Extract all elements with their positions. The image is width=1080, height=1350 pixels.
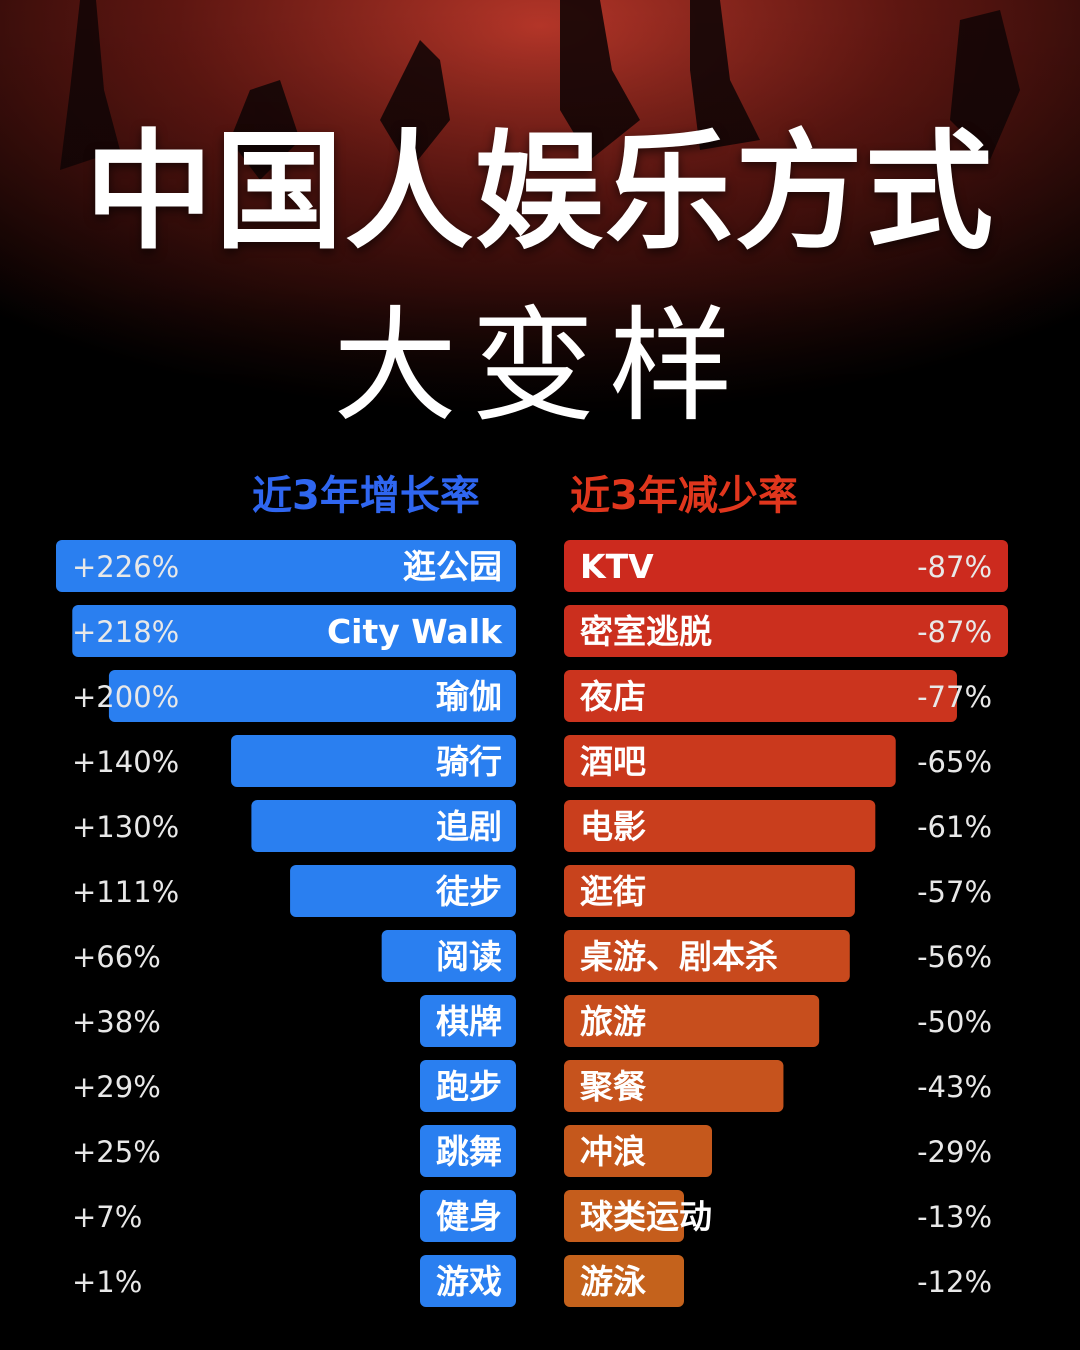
page-subtitle: 大变样 (332, 295, 747, 439)
decline-category-label: 球类运动 (580, 1197, 712, 1236)
decline-category-label: 游泳 (580, 1262, 646, 1301)
growth-value-label: +200% (72, 680, 179, 714)
growth-chart-title: 近3年增长率 (252, 473, 480, 519)
decline-bar (564, 540, 1008, 592)
growth-bar (420, 1060, 516, 1112)
decline-chart-title: 近3年减少率 (570, 473, 798, 519)
decline-category-label: 夜店 (579, 677, 646, 716)
growth-value-label: +1% (72, 1265, 142, 1299)
growth-value-label: +29% (72, 1070, 161, 1104)
decline-value-label: -87% (917, 550, 992, 584)
decline-value-label: -87% (917, 615, 992, 649)
decline-value-label: -13% (917, 1200, 992, 1234)
decline-value-label: -77% (917, 680, 992, 714)
decline-value-label: -12% (917, 1265, 992, 1299)
decline-bar (564, 670, 957, 722)
decline-category-label: 桌游、剧本杀 (580, 937, 778, 976)
decline-value-label: -65% (917, 745, 992, 779)
concert-crowd-background (0, 0, 1080, 520)
growth-category-label: 追剧 (436, 807, 502, 846)
decline-value-label: -29% (917, 1135, 992, 1169)
decline-bar (564, 865, 855, 917)
decline-category-label: 密室逃脱 (580, 612, 712, 651)
growth-value-label: +226% (72, 550, 179, 584)
decline-category-label: 电影 (580, 807, 646, 846)
decline-bar (564, 1060, 784, 1112)
growth-value-label: +7% (72, 1200, 142, 1234)
decline-value-label: -50% (917, 1005, 992, 1039)
growth-category-label: 健身 (436, 1197, 502, 1236)
growth-category-label: 徒步 (435, 872, 502, 911)
growth-category-label: 骑行 (436, 742, 502, 781)
growth-value-label: +140% (72, 745, 179, 779)
growth-bar (381, 930, 516, 982)
decline-category-label: 冲浪 (580, 1132, 646, 1171)
growth-value-label: +38% (72, 1005, 161, 1039)
growth-bar (108, 670, 517, 722)
growth-bar (420, 1255, 516, 1307)
growth-category-label: 游戏 (436, 1262, 502, 1301)
growth-bar (290, 865, 516, 917)
growth-value-label: +25% (72, 1135, 161, 1169)
decline-value-label: -56% (917, 940, 992, 974)
decline-bar (564, 1190, 684, 1242)
decline-category-label: 旅游 (580, 1002, 646, 1041)
page-title: 中国人娱乐方式 (84, 118, 995, 267)
decline-value-label: -61% (917, 810, 992, 844)
decline-category-label: 酒吧 (580, 742, 646, 781)
decline-bar (564, 995, 820, 1047)
decline-category-label: 逛街 (580, 872, 646, 911)
growth-value-label: +66% (72, 940, 161, 974)
growth-bar (231, 735, 516, 787)
decline-value-label: -57% (917, 875, 992, 909)
growth-category-label: 跑步 (436, 1067, 502, 1106)
decline-bar (564, 1125, 712, 1177)
growth-value-label: +218% (72, 615, 179, 649)
growth-category-label: City Walk (327, 612, 503, 651)
growth-category-label: 棋牌 (436, 1002, 502, 1041)
growth-bar (420, 1125, 516, 1177)
decline-bar (564, 735, 896, 787)
growth-category-label: 瑜伽 (436, 677, 502, 716)
growth-category-label: 阅读 (436, 937, 502, 976)
growth-bar (251, 800, 516, 852)
decline-bar (564, 930, 850, 982)
growth-value-label: +111% (72, 875, 179, 909)
growth-bar (72, 605, 516, 657)
decline-category-label: 聚餐 (579, 1067, 647, 1106)
growth-bar (56, 540, 516, 592)
decline-value-label: -43% (917, 1070, 992, 1104)
decline-bar (564, 1255, 684, 1307)
growth-value-label: +130% (72, 810, 179, 844)
growth-category-label: 逛公园 (403, 547, 502, 586)
growth-bar (420, 995, 516, 1047)
growth-bar (420, 1190, 516, 1242)
growth-category-label: 跳舞 (436, 1132, 502, 1171)
decline-bar (564, 605, 1008, 657)
decline-bar (564, 800, 876, 852)
decline-category-label: KTV (580, 547, 654, 586)
